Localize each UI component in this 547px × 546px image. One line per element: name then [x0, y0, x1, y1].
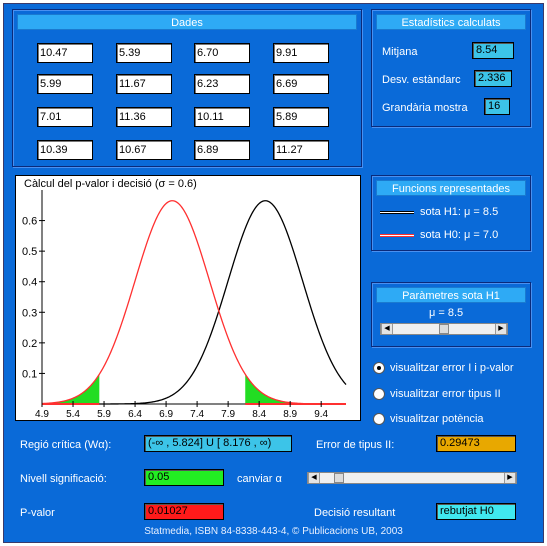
type2-error-value: 0.29473 — [436, 435, 516, 452]
critical-region-label: Regió crítica (Wα): — [20, 439, 112, 451]
data-panel: Dades 10.47 5.39 6.70 9.91 5.99 11.67 6.23 6.69… — [12, 9, 362, 167]
radio-error-ii-label: visualitzar error tipus II — [390, 388, 501, 400]
mu-slider[interactable]: ◀ ▶ — [380, 323, 508, 335]
data-cell[interactable]: 10.47 — [37, 43, 93, 63]
decision-value: rebutjat H0 — [436, 503, 516, 520]
x-tick-label: 8.9 — [283, 409, 297, 420]
data-cell[interactable]: 9.91 — [273, 43, 329, 63]
critical-region-fill-1 — [245, 374, 346, 404]
mean-value: 8.54 — [472, 42, 514, 59]
x-tick-label: 5.9 — [97, 409, 111, 420]
h0-curve — [41, 200, 346, 405]
y-tick-label: 0.5 — [22, 246, 37, 258]
alpha-slider-right-arrow[interactable]: ▶ — [504, 473, 516, 483]
sample-size-value: 16 — [484, 98, 510, 115]
significance-label: Nivell significació: — [20, 473, 107, 485]
functions-panel-title: Funcions representades — [376, 180, 526, 196]
data-cell[interactable]: 5.39 — [116, 43, 172, 63]
decision-label: Decisió resultant — [314, 507, 396, 519]
radio-error-ii-button[interactable] — [373, 388, 385, 400]
stats-panel-title: Estadístics calculats — [376, 14, 526, 30]
x-tick-label: 6.4 — [128, 409, 142, 420]
y-tick-label: 0.4 — [22, 277, 37, 289]
pvalue-label: P-valor — [20, 507, 55, 519]
alpha-slider[interactable]: ◀ ▶ — [307, 472, 517, 484]
type2-error-label: Error de tipus II: — [316, 439, 395, 451]
x-tick-label: 7.4 — [190, 409, 204, 420]
radio-power-button[interactable] — [373, 413, 385, 425]
mu-slider-right-arrow[interactable]: ▶ — [495, 324, 507, 334]
mu-slider-thumb[interactable] — [439, 324, 449, 334]
data-cell[interactable]: 6.89 — [194, 140, 250, 160]
mean-label: Mitjana — [382, 46, 418, 58]
data-cell[interactable]: 11.67 — [116, 74, 172, 94]
change-alpha-label: canviar α — [237, 473, 282, 485]
y-tick-label: 0.2 — [22, 338, 37, 350]
radio-error-i-label: visualitzar error I i p-valor — [390, 362, 514, 374]
h1-legend-line — [380, 211, 414, 214]
h1-legend-label: sota H1: μ = 8.5 — [420, 206, 499, 218]
sd-value: 2.336 — [474, 70, 512, 87]
params-panel-title: Paràmetres sota H1 — [376, 287, 526, 303]
pvalue-value: 0.01027 — [144, 503, 224, 520]
data-cell[interactable]: 10.11 — [194, 107, 250, 127]
data-cell[interactable]: 11.27 — [273, 140, 329, 160]
h0-legend-line — [380, 234, 414, 237]
mu-slider-left-arrow[interactable]: ◀ — [381, 324, 393, 334]
mu-label: μ = 8.5 — [429, 307, 464, 319]
stats-panel: Estadístics calculats Mitjana 8.54 Desv.… — [371, 9, 531, 127]
radio-power-label: visualitzar potència — [390, 413, 484, 425]
footer-credit: Statmedia, ISBN 84-8338-443-4, © Publica… — [144, 526, 403, 537]
data-cell[interactable]: 7.01 — [37, 107, 93, 127]
data-cell[interactable]: 5.99 — [37, 74, 93, 94]
data-cell[interactable]: 10.39 — [37, 140, 93, 160]
data-cell[interactable]: 5.89 — [273, 107, 329, 127]
data-cell[interactable]: 10.67 — [116, 140, 172, 160]
radio-error-i-button[interactable] — [373, 362, 385, 374]
chart-svg: Càlcul del p-valor i decisió (σ = 0.6) 0.… — [22, 178, 347, 420]
x-tick-label: 7.9 — [221, 409, 235, 420]
app-window: Dades 10.47 5.39 6.70 9.91 5.99 11.67 6.23 6.69… — [3, 3, 544, 543]
radio-power[interactable]: visualitzar potència — [373, 413, 484, 425]
data-cell[interactable]: 6.23 — [194, 74, 250, 94]
alpha-slider-left-arrow[interactable]: ◀ — [308, 473, 320, 483]
chart-title: Càlcul del p-valor i decisió (σ = 0.6) — [24, 178, 197, 190]
sample-size-label: Grandària mostra — [382, 102, 468, 114]
y-tick-label: 0.6 — [22, 216, 37, 228]
alpha-slider-thumb[interactable] — [334, 473, 344, 483]
x-tick-label: 6.9 — [159, 409, 173, 420]
radio-error-i[interactable]: visualitzar error I i p-valor — [373, 362, 513, 374]
data-cell[interactable]: 6.70 — [194, 43, 250, 63]
critical-region-fill-0 — [42, 374, 100, 404]
y-tick-label: 0.3 — [22, 307, 37, 319]
y-tick-label: 0.1 — [22, 368, 37, 380]
data-cell[interactable]: 11.36 — [116, 107, 172, 127]
critical-region-value: (-∞ , 5.824] U [ 8.176 , ∞) — [144, 435, 292, 452]
data-panel-title: Dades — [17, 14, 357, 30]
h0-legend-label: sota H0: μ = 7.0 — [420, 229, 499, 241]
radio-error-ii[interactable]: visualitzar error tipus II — [373, 388, 501, 400]
x-tick-label: 5.4 — [66, 409, 80, 420]
x-tick-label: 9.4 — [314, 409, 328, 420]
x-tick-label: 8.4 — [252, 409, 266, 420]
sd-label: Desv. estàndarc — [382, 74, 461, 86]
params-panel: Paràmetres sota H1 μ = 8.5 ◀ ▶ — [371, 282, 531, 347]
functions-panel: Funcions representades sota H1: μ = 8.5 … — [371, 175, 531, 251]
x-tick-label: 4.9 — [35, 409, 49, 420]
significance-value: 0.05 — [144, 469, 224, 486]
chart: Càlcul del p-valor i decisió (σ = 0.6) 0.… — [15, 175, 361, 421]
data-cell[interactable]: 6.69 — [273, 74, 329, 94]
